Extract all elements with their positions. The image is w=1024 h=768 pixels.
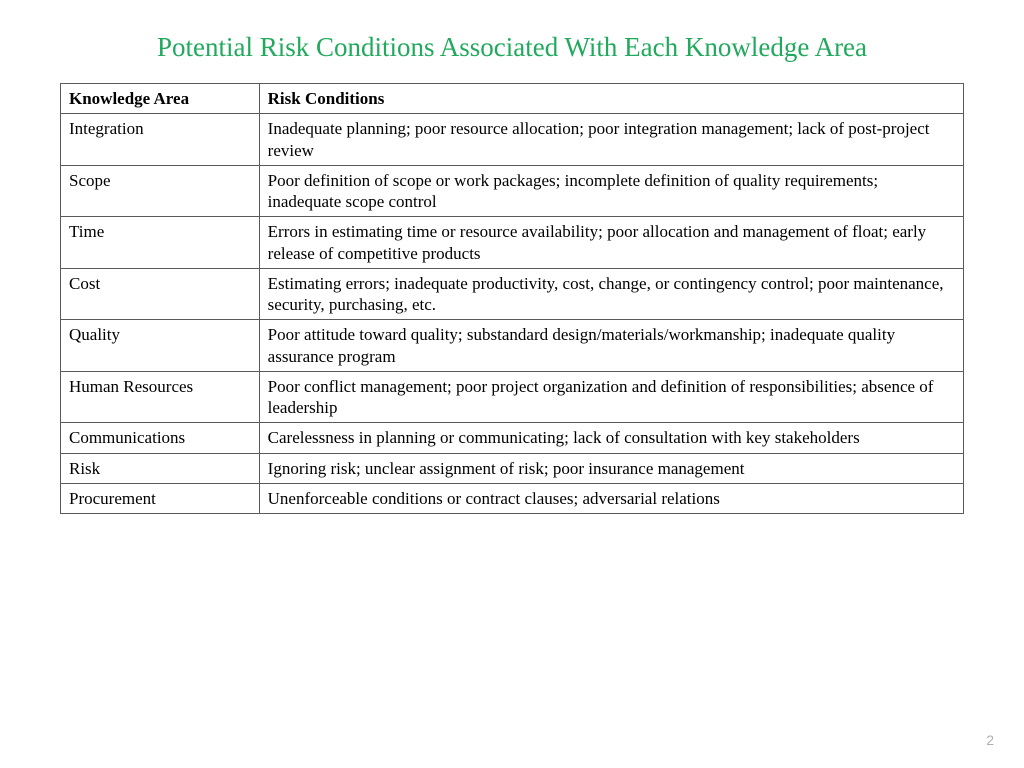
table-row: Communications Carelessness in planning … xyxy=(61,423,964,453)
cell-knowledge-area: Scope xyxy=(61,165,260,217)
table-header-row: Knowledge Area Risk Conditions xyxy=(61,84,964,114)
table-row: Human Resources Poor conflict management… xyxy=(61,371,964,423)
column-header-knowledge-area: Knowledge Area xyxy=(61,84,260,114)
column-header-risk-conditions: Risk Conditions xyxy=(259,84,963,114)
cell-knowledge-area: Time xyxy=(61,217,260,269)
cell-risk-conditions: Errors in estimating time or resource av… xyxy=(259,217,963,269)
table-row: Procurement Unenforceable conditions or … xyxy=(61,483,964,513)
table-row: Quality Poor attitude toward quality; su… xyxy=(61,320,964,372)
table-row: Scope Poor definition of scope or work p… xyxy=(61,165,964,217)
table-row: Risk Ignoring risk; unclear assignment o… xyxy=(61,453,964,483)
cell-risk-conditions: Poor conflict management; poor project o… xyxy=(259,371,963,423)
cell-knowledge-area: Quality xyxy=(61,320,260,372)
table-row: Integration Inadequate planning; poor re… xyxy=(61,114,964,166)
cell-risk-conditions: Inadequate planning; poor resource alloc… xyxy=(259,114,963,166)
cell-risk-conditions: Poor attitude toward quality; substandar… xyxy=(259,320,963,372)
cell-knowledge-area: Human Resources xyxy=(61,371,260,423)
cell-knowledge-area: Communications xyxy=(61,423,260,453)
cell-knowledge-area: Procurement xyxy=(61,483,260,513)
cell-risk-conditions: Estimating errors; inadequate productivi… xyxy=(259,268,963,320)
slide-title: Potential Risk Conditions Associated Wit… xyxy=(60,30,964,65)
cell-risk-conditions: Carelessness in planning or communicatin… xyxy=(259,423,963,453)
cell-risk-conditions: Poor definition of scope or work package… xyxy=(259,165,963,217)
risk-conditions-table: Knowledge Area Risk Conditions Integrati… xyxy=(60,83,964,514)
page-number: 2 xyxy=(986,732,994,748)
cell-knowledge-area: Integration xyxy=(61,114,260,166)
table-body: Integration Inadequate planning; poor re… xyxy=(61,114,964,514)
cell-risk-conditions: Ignoring risk; unclear assignment of ris… xyxy=(259,453,963,483)
cell-risk-conditions: Unenforceable conditions or contract cla… xyxy=(259,483,963,513)
cell-knowledge-area: Risk xyxy=(61,453,260,483)
cell-knowledge-area: Cost xyxy=(61,268,260,320)
table-row: Cost Estimating errors; inadequate produ… xyxy=(61,268,964,320)
table-row: Time Errors in estimating time or resour… xyxy=(61,217,964,269)
